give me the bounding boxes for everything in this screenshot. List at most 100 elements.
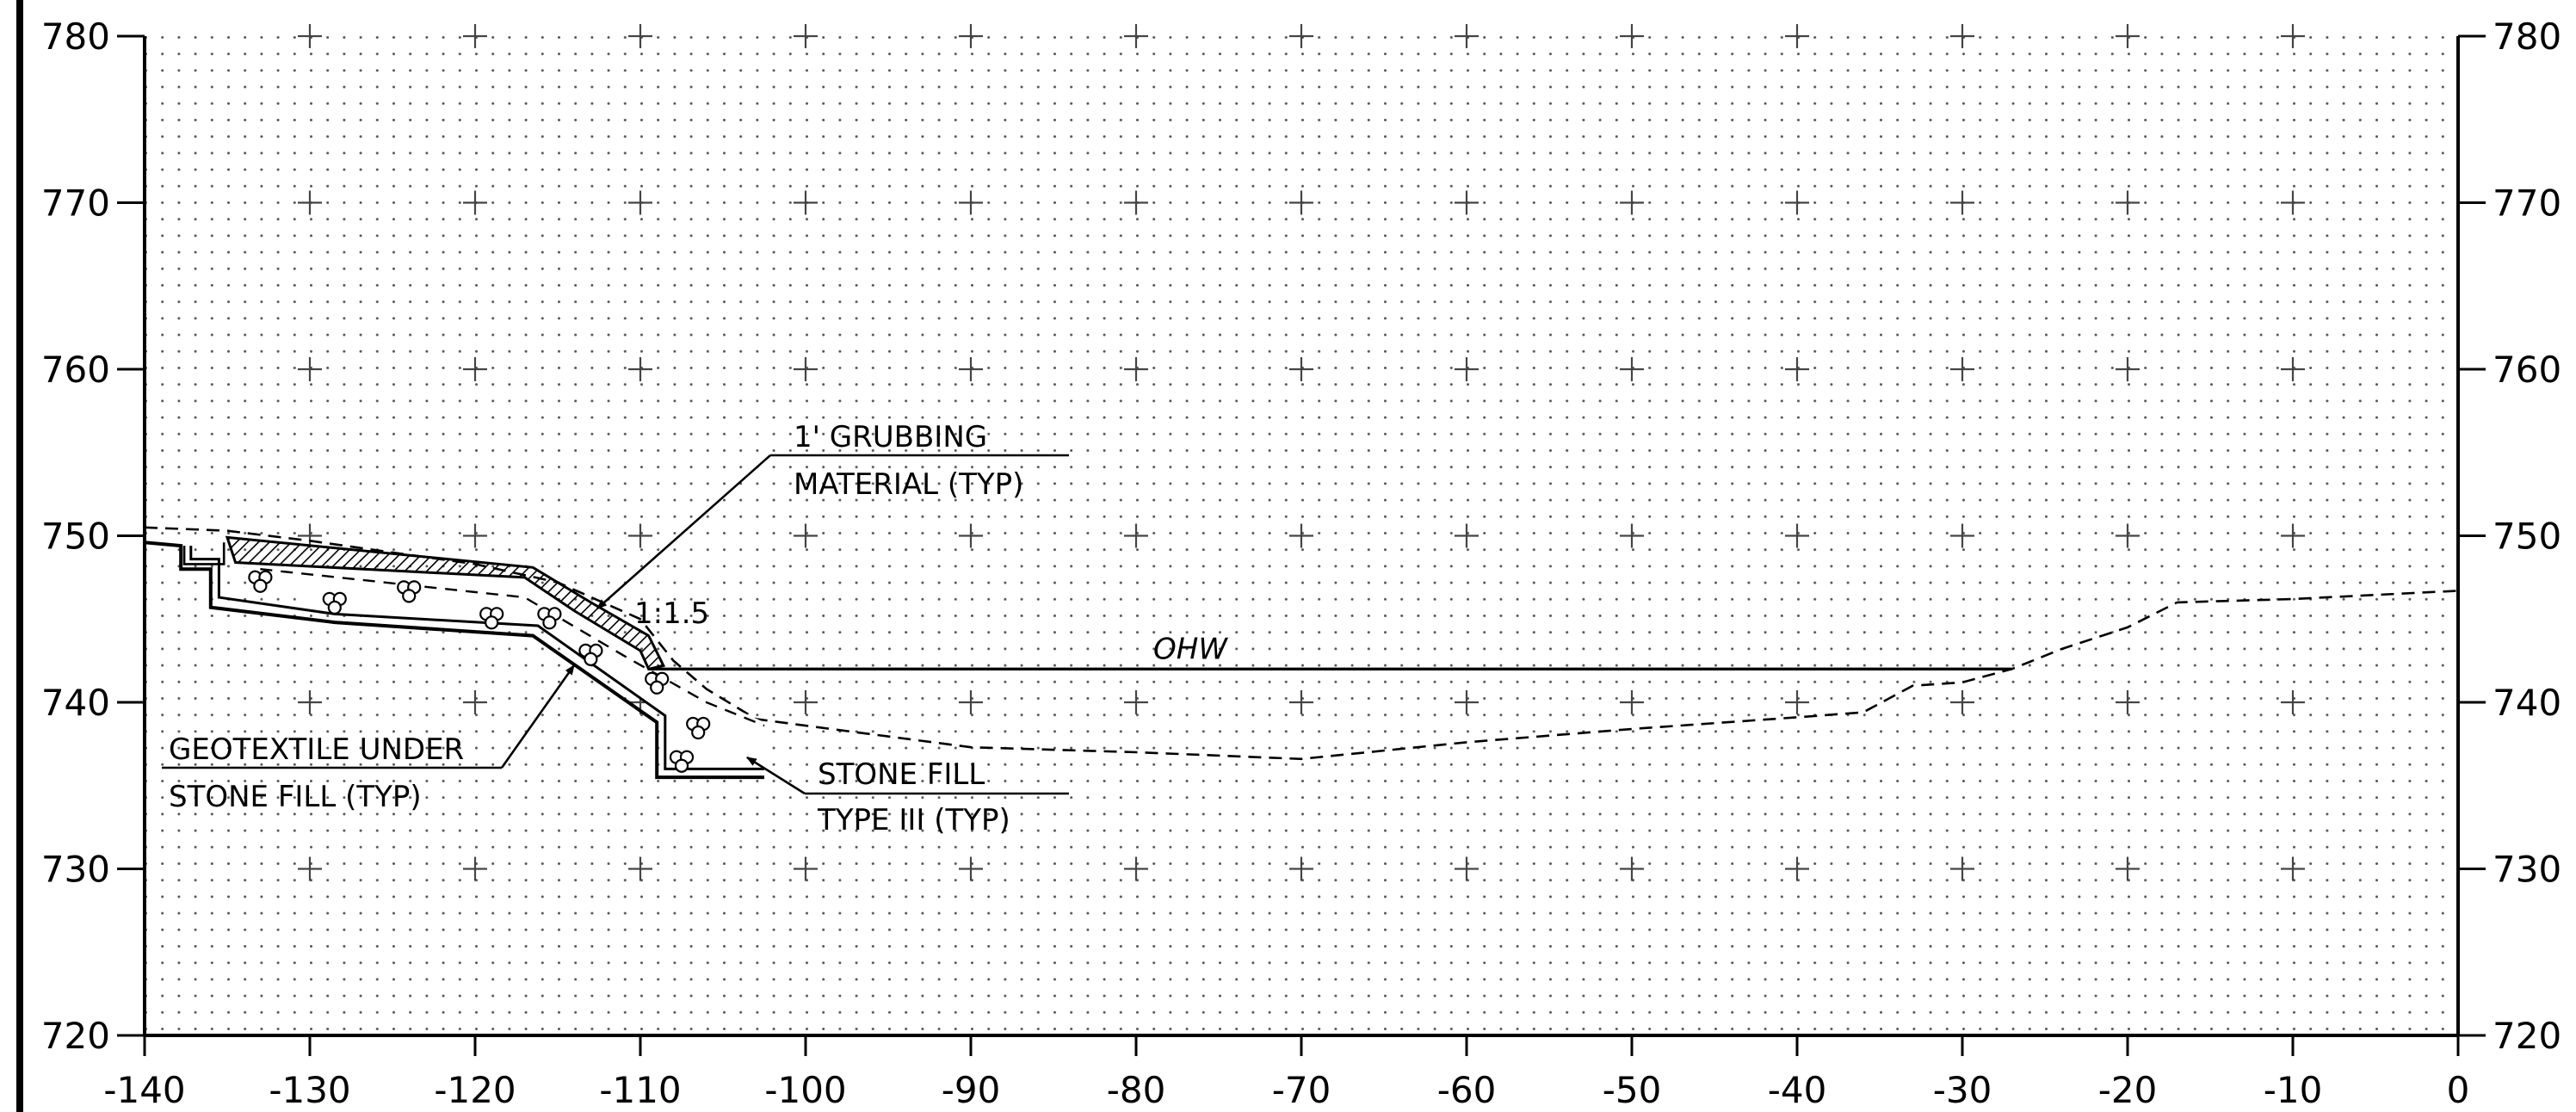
x-tick-label: -60: [1437, 1069, 1497, 1111]
grid-cross: [1289, 690, 1313, 714]
y-tick-label-left: 740: [41, 682, 110, 724]
y-tick-label-right: 770: [2493, 182, 2561, 225]
stone-circle: [542, 615, 557, 630]
grid-cross: [1785, 690, 1809, 714]
x-tick-label: -140: [103, 1069, 185, 1111]
grid-cross: [463, 190, 487, 215]
grid-cross: [298, 690, 322, 714]
grid-cross: [794, 357, 818, 381]
grid-cross: [628, 523, 652, 548]
y-tick-label-left: 720: [41, 1015, 110, 1057]
x-axis-labels: -140 -130 -120 -110 -100 -90 -80 -70 -60 -50 -40 -3…: [103, 1069, 2469, 1111]
grid-cross: [463, 690, 487, 714]
stone-circle: [674, 758, 689, 773]
slope-label: 1:1.5: [634, 596, 709, 631]
callout-stone-line2: TYPE III (TYP): [817, 803, 1010, 837]
axes: [117, 34, 2486, 1056]
grid-cross: [2281, 190, 2305, 215]
callout-geotextile-line1: GEOTEXTILE UNDER: [169, 732, 464, 767]
x-tick-label: -130: [269, 1069, 350, 1111]
stone-circle: [402, 589, 417, 603]
stone-circle: [485, 615, 499, 630]
grid-cross: [2281, 690, 2305, 714]
grid-cross: [1950, 690, 1974, 714]
grid-cross: [628, 24, 652, 48]
grid-cross: [2281, 523, 2305, 548]
grid-cross: [2116, 856, 2140, 881]
stone-circle: [584, 652, 598, 666]
grid-cross: [2281, 24, 2305, 48]
grid-cross: [463, 856, 487, 881]
grid-cross: [1124, 190, 1148, 215]
grid-cross: [794, 690, 818, 714]
y-tick-label-right: 750: [2493, 516, 2561, 558]
grid-cross: [1620, 856, 1644, 881]
y-tick-label-left: 780: [41, 15, 110, 58]
stone-symbol: [537, 607, 562, 630]
y-tick-label-left: 750: [41, 516, 110, 558]
grid-cross: [2116, 24, 2140, 48]
grid-cross: [1785, 190, 1809, 215]
x-tick-label: -70: [1272, 1069, 1331, 1111]
callout-grubbing-leader: [596, 454, 771, 609]
grid-cross: [959, 690, 983, 714]
callout-grubbing-line1: 1' GRUBBING: [794, 420, 987, 454]
grid-cross: [463, 357, 487, 381]
grid-cross: [1950, 523, 1974, 548]
y-tick-label-left: 770: [41, 182, 110, 225]
y-tick-label-right: 730: [2493, 849, 2561, 891]
y-tick-label-left: 760: [41, 349, 110, 391]
callout-stone-line1: STONE FILL: [818, 757, 985, 792]
grid-cross: [794, 856, 818, 881]
x-tick-label: -110: [599, 1069, 681, 1111]
stone-symbol: [645, 671, 670, 695]
y-tick-label-right: 760: [2493, 349, 2561, 391]
stone-symbol: [686, 716, 711, 740]
grid-cross: [1289, 523, 1313, 548]
stone-symbol: [397, 580, 422, 603]
stone-fill-area: [235, 562, 765, 769]
grid-cross: [2281, 856, 2305, 881]
grid-cross: [1455, 856, 1479, 881]
callout-stone-leader: [745, 756, 806, 795]
grid-cross: [298, 190, 322, 215]
callout-geotextile-leader: [500, 664, 576, 769]
y-tick-label-right: 740: [2493, 682, 2561, 724]
grid-cross: [794, 523, 818, 548]
grid-cross: [1950, 24, 1974, 48]
grid-cross: [1124, 523, 1148, 548]
grid-cross: [1620, 24, 1644, 48]
grid-cross: [1950, 856, 1974, 881]
grid-cross: [628, 357, 652, 381]
y-tick-label-right: 720: [2493, 1015, 2561, 1057]
bench-step: [182, 542, 225, 565]
grid-crosses: [298, 24, 2305, 881]
grid-cross: [959, 190, 983, 215]
stone-symbols: [248, 570, 711, 773]
stone-circle: [650, 680, 664, 695]
grid-cross: [628, 856, 652, 881]
stone-symbol: [248, 570, 273, 593]
grid-cross: [1455, 190, 1479, 215]
grid-cross: [298, 523, 322, 548]
stone-circle: [327, 600, 342, 615]
grid-cross: [1124, 24, 1148, 48]
x-tick-label: -120: [434, 1069, 516, 1111]
grid-cross: [463, 523, 487, 548]
callout-geotextile: GEOTEXTILE UNDER STONE FILL (TYP): [162, 664, 576, 814]
grid-cross: [1455, 523, 1479, 548]
y-axis-labels: 720 720 730 730 740 740 750 750 760 760 770 770 780 7…: [41, 15, 2561, 1057]
callout-grubbing-line2: MATERIAL (TYP): [794, 467, 1023, 502]
grid-cross: [2116, 357, 2140, 381]
existing-ground-line: [144, 526, 2459, 761]
stone-circle: [253, 578, 268, 593]
grid-cross: [1950, 190, 1974, 215]
y-tick-label-right: 780: [2493, 15, 2561, 58]
grid-cross: [2281, 357, 2305, 381]
x-tick-label: -100: [764, 1069, 846, 1111]
grid-cross: [1620, 523, 1644, 548]
grid-cross: [1455, 690, 1479, 714]
grid-cross: [1785, 24, 1809, 48]
x-tick-label: -30: [1933, 1069, 1992, 1111]
